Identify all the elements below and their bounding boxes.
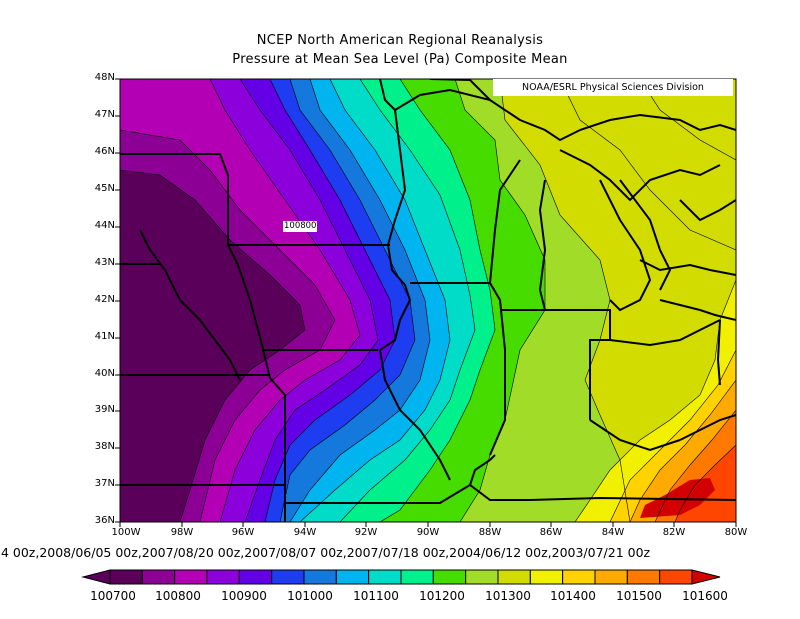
credit-label: NOAA/ESRL Physical Sciences Division bbox=[493, 79, 733, 96]
colorbar-box bbox=[465, 569, 499, 585]
lon-label: 80W bbox=[724, 527, 748, 538]
chart-title: NCEP North American Regional Reanalysis bbox=[256, 33, 544, 48]
colorbar-label: 101200 bbox=[419, 589, 465, 603]
chart-subtitle: Pressure at Mean Sea Level (Pa) Composit… bbox=[232, 52, 568, 67]
lon-label: 82W bbox=[662, 527, 686, 538]
composite-dates: 24 00z,2008/06/05 00z,2007/08/20 00z,200… bbox=[0, 545, 651, 560]
colorbar-box bbox=[206, 569, 240, 585]
lon-label: 88W bbox=[478, 527, 502, 538]
lon-label: 86W bbox=[539, 527, 563, 538]
lat-label: 39N bbox=[94, 404, 115, 415]
colorbar-box bbox=[400, 569, 434, 585]
lon-label: 94W bbox=[293, 527, 317, 538]
colorbar-box bbox=[368, 569, 402, 585]
colorbar-box bbox=[659, 569, 693, 585]
lon-label: 84W bbox=[601, 527, 625, 538]
colorbar-box bbox=[626, 569, 661, 585]
colorbar-label: 100900 bbox=[221, 589, 267, 603]
lon-label: 100W bbox=[111, 527, 141, 538]
colorbar-label: 101300 bbox=[485, 589, 531, 603]
colorbar-boxes bbox=[109, 569, 693, 585]
lon-label: 96W bbox=[231, 527, 255, 538]
colorbar-over-triangle bbox=[691, 569, 721, 585]
colorbar-box bbox=[335, 569, 370, 585]
contour-fill-layer bbox=[120, 79, 736, 522]
lon-label: 92W bbox=[354, 527, 378, 538]
lat-label: 38N bbox=[94, 441, 115, 452]
lat-label: 42N bbox=[94, 294, 115, 305]
fill-darkpurple bbox=[120, 170, 305, 522]
axis-ticks bbox=[115, 78, 737, 527]
colorbar-label: 100800 bbox=[155, 589, 201, 603]
lat-label: 36N bbox=[94, 515, 115, 526]
colorbar-under-triangle bbox=[81, 569, 111, 585]
colorbar-box bbox=[529, 569, 564, 585]
colorbar-box bbox=[594, 569, 628, 585]
colorbar-box bbox=[141, 569, 176, 585]
colorbar-label: 101000 bbox=[287, 589, 333, 603]
colorbar-label: 101500 bbox=[616, 589, 662, 603]
colorbar-box bbox=[174, 569, 208, 585]
colorbar-box bbox=[109, 569, 143, 585]
lat-label: 41N bbox=[94, 331, 115, 342]
lon-label: 90W bbox=[416, 527, 440, 538]
colorbar-box bbox=[271, 569, 305, 585]
lon-label: 98W bbox=[170, 527, 194, 538]
lat-label: 40N bbox=[94, 368, 115, 379]
lat-label: 45N bbox=[94, 183, 115, 194]
colorbar-label: 101400 bbox=[550, 589, 596, 603]
contour-label: 100800 bbox=[283, 221, 318, 232]
lat-label: 48N bbox=[94, 72, 115, 83]
lat-label: 46N bbox=[94, 146, 115, 157]
colorbar bbox=[81, 569, 721, 585]
political-boundaries bbox=[120, 79, 736, 522]
colorbar-box bbox=[238, 569, 273, 585]
lat-label: 47N bbox=[94, 109, 115, 120]
colorbar-label: 101600 bbox=[682, 589, 728, 603]
lat-label: 37N bbox=[94, 478, 115, 489]
colorbar-box bbox=[432, 569, 467, 585]
colorbar-box bbox=[562, 569, 596, 585]
colorbar-label: 101100 bbox=[353, 589, 399, 603]
colorbar-label: 100700 bbox=[90, 589, 136, 603]
colorbar-box bbox=[303, 569, 337, 585]
fill-red bbox=[640, 478, 715, 518]
lat-label: 43N bbox=[94, 257, 115, 268]
colorbar-box bbox=[497, 569, 531, 585]
lat-label: 44N bbox=[94, 220, 115, 231]
